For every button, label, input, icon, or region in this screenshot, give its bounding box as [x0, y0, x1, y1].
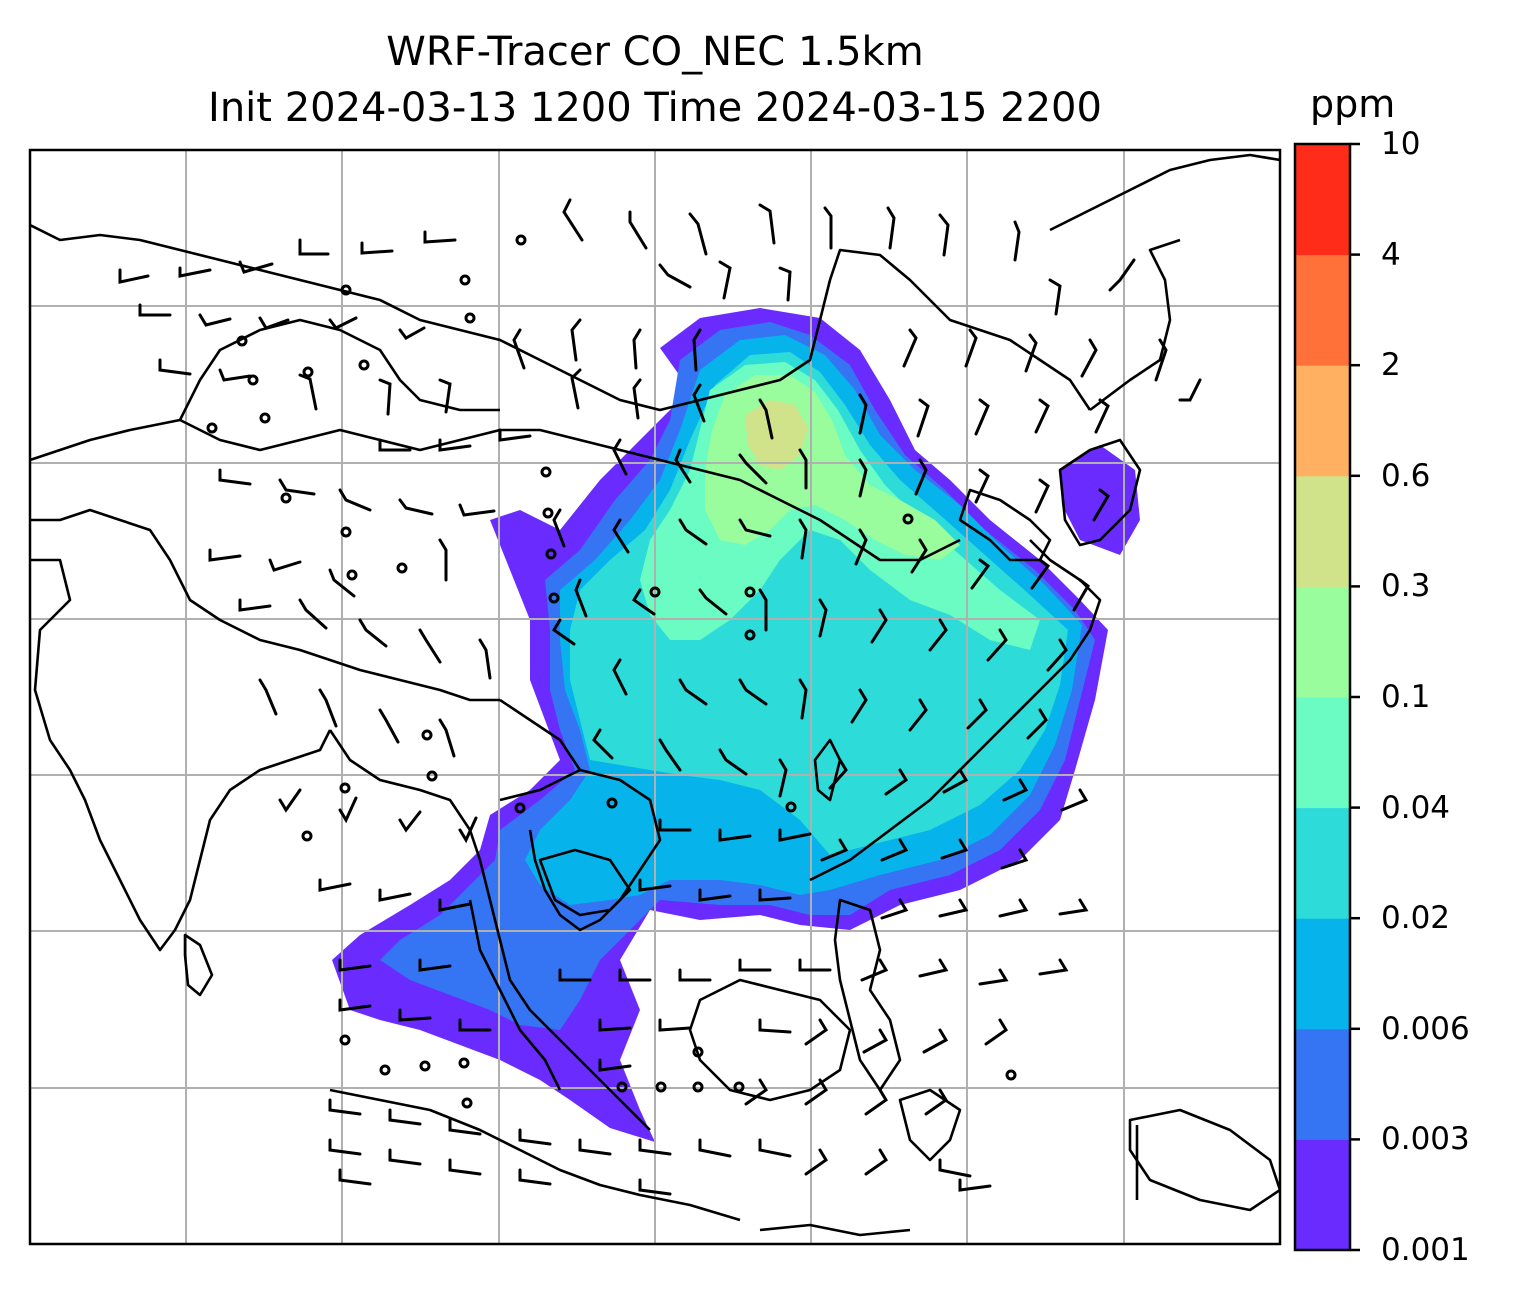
map-title-line-2: Init 2024-03-13 1200 Time 2024-03-15 220… — [208, 85, 1102, 131]
gridlines — [30, 150, 1280, 1244]
colorbar-tick-label: 0.006 — [1381, 1010, 1470, 1047]
colorbar-segment — [1295, 254, 1350, 366]
colorbar-tick-label: 0.6 — [1381, 457, 1431, 494]
map-panel — [30, 150, 1280, 1244]
coastlines-and-borders — [30, 153, 1280, 1237]
colorbar-segment — [1295, 586, 1350, 698]
colorbar-segment — [1295, 475, 1350, 587]
colorbar-segment — [1295, 1028, 1350, 1140]
colorbar-tick-label: 0.04 — [1381, 789, 1451, 826]
colorbar-segment — [1295, 807, 1350, 919]
map-frame — [28, 148, 1282, 1246]
colorbar-segment — [1295, 1139, 1350, 1251]
colorbar-tick-label: 0.1 — [1381, 679, 1431, 715]
colorbar-tick-label: 10 — [1381, 126, 1421, 162]
colorbar-tick-label: 0.003 — [1381, 1121, 1470, 1158]
colorbar-segment — [1295, 918, 1350, 1030]
colorbar-segment — [1295, 365, 1350, 477]
colorbar-tick-label: 0.001 — [1381, 1232, 1470, 1268]
colorbar-segment — [1295, 697, 1350, 809]
colorbar-tick-label: 0.02 — [1381, 900, 1451, 937]
map-title-line-1: WRF-Tracer CO_NEC 1.5km — [386, 29, 924, 75]
colorbar-units-label: ppm — [1310, 82, 1396, 126]
calm-wind-markers — [206, 234, 1017, 1109]
colorbar-tick-label: 2 — [1381, 347, 1401, 384]
colorbar-segment — [1295, 144, 1350, 256]
colorbar-tick-label: 0.3 — [1381, 568, 1431, 605]
colorbar — [1293, 142, 1360, 1252]
colorbar-tick-label: 4 — [1381, 236, 1401, 273]
wind-barbs — [118, 198, 1202, 1196]
